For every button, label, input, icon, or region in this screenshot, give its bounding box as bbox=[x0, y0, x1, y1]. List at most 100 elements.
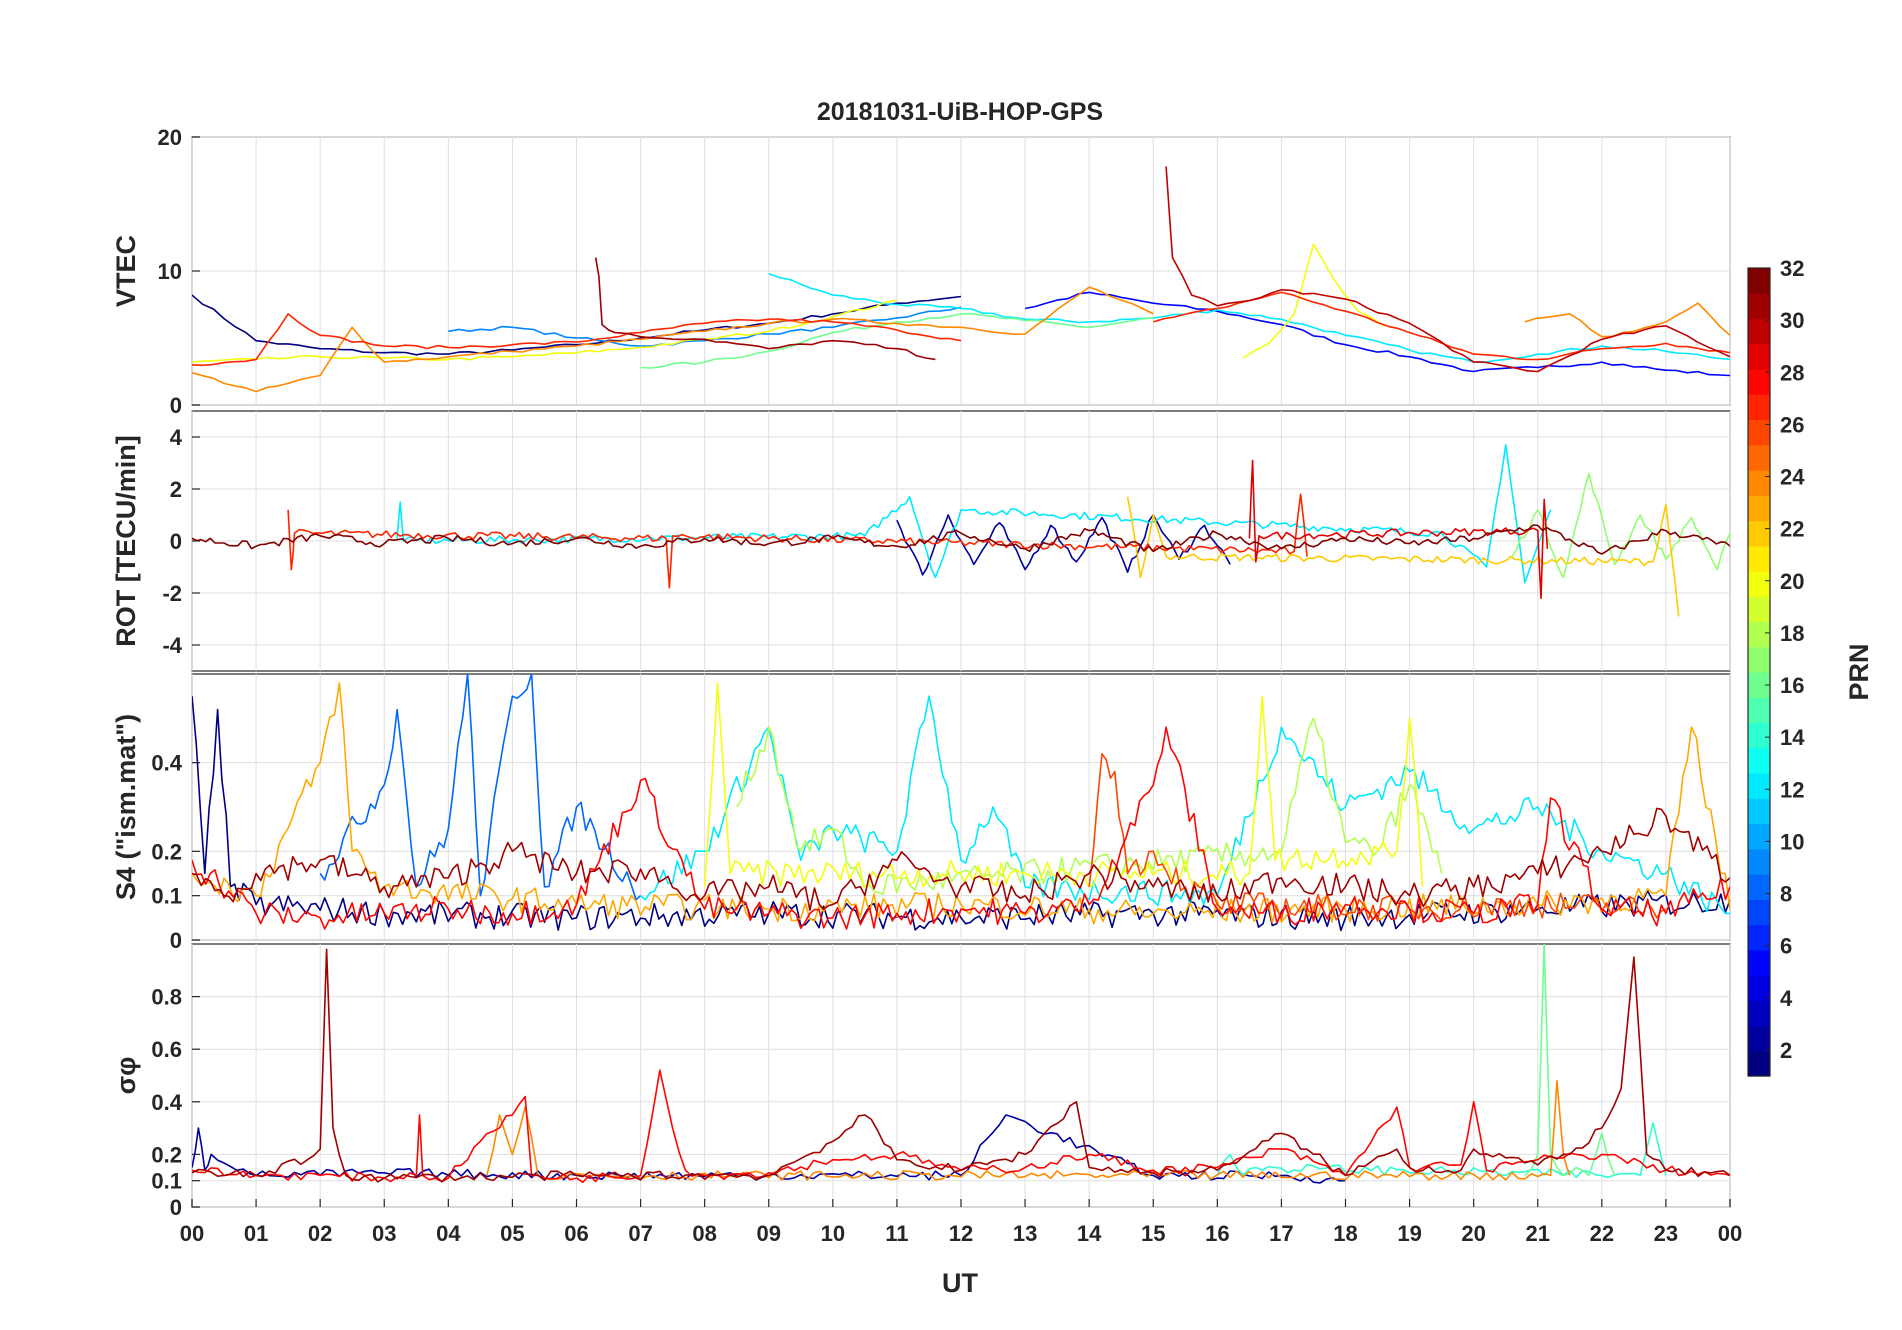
series-prn-24 bbox=[1524, 302, 1730, 338]
y-tick-label: 0.6 bbox=[151, 1037, 182, 1062]
series-prn-31 bbox=[192, 807, 1730, 911]
y-tick-label: 20 bbox=[158, 125, 182, 150]
colorbar-tick-label: 24 bbox=[1780, 465, 1805, 490]
colorbar-band bbox=[1748, 773, 1770, 799]
series-prn-14 bbox=[1216, 1122, 1667, 1179]
x-tick-label: 03 bbox=[372, 1221, 396, 1246]
colorbar-tick-label: 2 bbox=[1780, 1038, 1792, 1063]
colorbar-tick-label: 18 bbox=[1780, 621, 1804, 646]
x-tick-label: 17 bbox=[1269, 1221, 1293, 1246]
colorbar-band bbox=[1748, 975, 1770, 1001]
x-tick-label: 09 bbox=[757, 1221, 781, 1246]
colorbar-band bbox=[1748, 646, 1770, 673]
series-prn-28 bbox=[192, 726, 1730, 930]
colorbar-band bbox=[1748, 798, 1770, 825]
x-tick-label: 04 bbox=[436, 1221, 461, 1246]
y-tick-label: 0 bbox=[170, 393, 182, 418]
y-tick-label: 0.4 bbox=[151, 751, 182, 776]
series-prn-27 bbox=[192, 313, 962, 367]
series-prn-29 bbox=[1248, 459, 1549, 599]
panel-2-series bbox=[192, 444, 1730, 617]
series-prn-24 bbox=[486, 1080, 1571, 1181]
colorbar-band bbox=[1748, 1025, 1770, 1052]
colorbar-band bbox=[1748, 369, 1770, 395]
colorbar-band bbox=[1748, 949, 1770, 976]
x-tick-label: 13 bbox=[1013, 1221, 1037, 1246]
colorbar-band bbox=[1748, 621, 1770, 648]
series-prn-22 bbox=[1126, 496, 1680, 617]
colorbar-tick-label: 28 bbox=[1780, 360, 1804, 385]
colorbar-band bbox=[1748, 470, 1770, 496]
colorbar-tick-label: 8 bbox=[1780, 882, 1792, 907]
colorbar-band bbox=[1748, 924, 1770, 951]
x-tick-label: 21 bbox=[1526, 1221, 1550, 1246]
colorbar-band bbox=[1748, 1000, 1770, 1027]
x-tick-label: 06 bbox=[564, 1221, 588, 1246]
x-tick-label: 20 bbox=[1461, 1221, 1485, 1246]
y-tick-label: -4 bbox=[162, 633, 182, 658]
x-tick-label: 11 bbox=[885, 1221, 908, 1246]
series-prn-27 bbox=[287, 493, 1308, 589]
colorbar-band bbox=[1748, 823, 1770, 850]
series-prn-30 bbox=[1165, 166, 1730, 373]
colorbar-band bbox=[1748, 672, 1770, 698]
colorbar-band bbox=[1748, 571, 1770, 597]
x-tick-label: 00 bbox=[1718, 1221, 1742, 1246]
colorbar-tick-label: 30 bbox=[1780, 308, 1804, 333]
colorbar-band bbox=[1748, 1050, 1770, 1077]
colorbar-band bbox=[1748, 394, 1770, 421]
colorbar-band bbox=[1748, 318, 1770, 345]
panel-1-series bbox=[192, 166, 1730, 393]
x-axis: 00 01 02 03 04 05 06 07 08 09 10 11 12 13 14 15 16 17 18 19… bbox=[180, 1199, 1742, 1246]
x-tick-label: 00 bbox=[180, 1221, 204, 1246]
panel-1: 0 10 20 VTEC bbox=[111, 125, 1731, 418]
y-tick-label: 0 bbox=[170, 1195, 182, 1220]
series-prn-20 bbox=[1242, 243, 1385, 359]
colorbar-tick-label: 32 bbox=[1780, 256, 1804, 281]
y-tick-label: 2 bbox=[170, 477, 182, 502]
y-tick-label: 0.1 bbox=[151, 884, 182, 909]
colorbar-band bbox=[1748, 268, 1770, 294]
colorbar-band bbox=[1748, 293, 1770, 320]
colorbar-tick-label: 26 bbox=[1780, 412, 1804, 437]
x-tick-label: 10 bbox=[821, 1221, 845, 1246]
series-prn-16 bbox=[1524, 944, 1616, 1177]
series-prn-12 bbox=[768, 272, 1730, 364]
colorbar-frame bbox=[1747, 267, 1771, 1077]
y-tick-label: 0 bbox=[170, 529, 182, 554]
series-prn-9 bbox=[448, 306, 962, 347]
colorbar-tick-label: 22 bbox=[1780, 517, 1804, 542]
colorbar-band bbox=[1748, 495, 1770, 522]
panel-2: -4 -2 0 2 4 ROT [TECU/min] bbox=[111, 410, 1731, 672]
y-axis-label-4: σφ bbox=[111, 1057, 141, 1095]
series-prn-17 bbox=[1511, 472, 1730, 579]
colorbar-band bbox=[1748, 596, 1770, 623]
series-prn-20 bbox=[703, 682, 1424, 888]
x-axis-label: UT bbox=[942, 1268, 978, 1298]
y-tick-label: 0 bbox=[170, 928, 182, 953]
y-axis-label-2: ROT [TECU/min] bbox=[111, 435, 141, 646]
panel-4-series bbox=[192, 944, 1730, 1184]
colorbar-band bbox=[1748, 545, 1770, 572]
y-tick-label: 10 bbox=[158, 259, 182, 284]
colorbar-tick-label: 10 bbox=[1780, 829, 1804, 854]
series-prn-18 bbox=[736, 717, 1443, 895]
series-prn-5 bbox=[1024, 291, 1730, 377]
y-tick-label: -2 bbox=[162, 581, 182, 606]
colorbar-band bbox=[1748, 419, 1770, 446]
x-tick-label: 19 bbox=[1397, 1221, 1421, 1246]
colorbar-band bbox=[1748, 520, 1770, 547]
colorbar-band bbox=[1748, 747, 1770, 774]
x-tick-label: 02 bbox=[308, 1221, 332, 1246]
y-tick-label: 4 bbox=[170, 425, 183, 450]
x-tick-label: 14 bbox=[1077, 1221, 1102, 1246]
series-prn-32 bbox=[192, 524, 1730, 555]
y-axis-label-3: S4 ("ism.mat") bbox=[111, 714, 141, 900]
panel-3: 0 0.1 0.2 0.4 S4 ("ism.mat") bbox=[111, 673, 1731, 953]
series-prn-28 bbox=[192, 1069, 1730, 1183]
x-tick-label: 18 bbox=[1333, 1221, 1357, 1246]
colorbar-tick-label: 20 bbox=[1780, 569, 1804, 594]
